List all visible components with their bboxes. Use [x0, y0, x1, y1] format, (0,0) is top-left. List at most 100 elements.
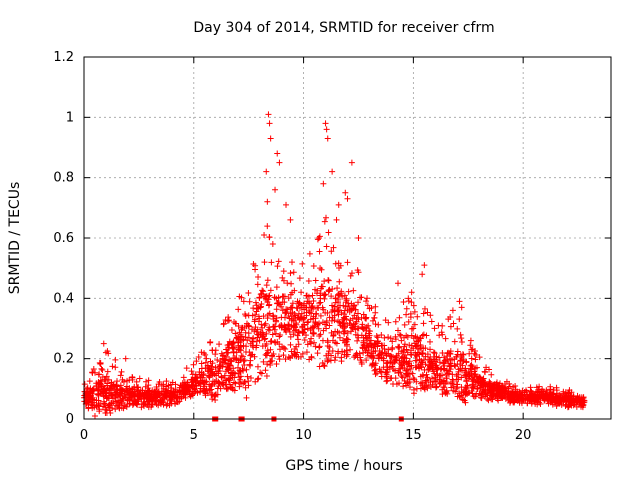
data-point — [419, 349, 426, 356]
data-point — [288, 316, 295, 323]
data-point — [363, 344, 370, 351]
data-point — [439, 350, 446, 357]
data-point — [237, 342, 244, 349]
data-point — [330, 332, 337, 339]
data-point — [263, 340, 270, 347]
data-point — [273, 306, 280, 313]
data-point — [479, 389, 486, 396]
data-point — [410, 390, 417, 397]
data-point — [325, 288, 332, 295]
data-point — [319, 359, 326, 366]
data-point — [300, 329, 307, 336]
data-point — [363, 334, 370, 341]
data-point — [398, 348, 405, 355]
data-point — [103, 373, 110, 380]
data-point — [250, 305, 257, 312]
data-point — [461, 372, 468, 379]
data-point — [458, 304, 465, 311]
y-tick-label: 0.6 — [53, 231, 74, 246]
data-point — [192, 378, 199, 385]
data-point — [506, 383, 513, 390]
data-point — [497, 386, 504, 393]
data-point — [344, 259, 351, 266]
data-point — [145, 377, 152, 384]
data-point — [510, 399, 517, 406]
data-point — [352, 306, 359, 313]
data-point — [433, 362, 440, 369]
data-point — [572, 395, 579, 402]
data-point — [438, 365, 445, 372]
data-point — [84, 384, 91, 391]
data-point — [220, 359, 227, 366]
data-point — [341, 307, 348, 314]
data-point — [301, 306, 308, 313]
data-point — [328, 317, 335, 324]
data-point — [526, 397, 533, 404]
data-point — [354, 325, 361, 332]
data-point — [243, 394, 250, 401]
data-point — [209, 396, 216, 403]
data-point — [476, 354, 483, 361]
data-point — [217, 385, 224, 392]
data-point — [487, 388, 494, 395]
data-point — [493, 382, 500, 389]
data-point — [382, 369, 389, 376]
data-point — [259, 343, 266, 350]
data-point — [283, 201, 290, 208]
data-point — [211, 371, 218, 378]
data-point — [101, 400, 108, 407]
y-tick-label: 1 — [66, 110, 74, 125]
data-point — [237, 336, 244, 343]
data-point — [323, 243, 330, 250]
data-point — [314, 321, 321, 328]
data-point — [457, 331, 464, 338]
data-point — [298, 315, 305, 322]
data-point — [323, 214, 329, 221]
data-point — [536, 399, 543, 406]
data-point — [117, 382, 124, 389]
data-point — [252, 299, 259, 306]
x-axis-label: GPS time / hours — [285, 458, 402, 474]
data-point — [363, 327, 370, 334]
data-point — [264, 277, 271, 284]
data-point — [321, 278, 328, 285]
data-point — [209, 381, 216, 388]
data-point — [424, 309, 431, 316]
data-point — [474, 385, 481, 392]
data-point — [414, 334, 421, 341]
data-point — [256, 337, 263, 344]
data-point — [108, 392, 115, 399]
data-point — [408, 342, 415, 349]
data-point — [338, 354, 345, 361]
data-point — [401, 321, 408, 328]
data-point — [387, 335, 394, 342]
data-point — [315, 235, 322, 241]
data-point — [372, 321, 379, 328]
data-point — [280, 277, 287, 284]
data-point — [478, 379, 485, 386]
data-point — [178, 388, 185, 395]
data-point — [419, 271, 426, 278]
data-point — [139, 387, 146, 394]
data-point — [294, 298, 301, 305]
data-point — [316, 344, 323, 351]
data-point — [408, 299, 415, 306]
data-point — [270, 313, 277, 320]
data-point — [447, 348, 454, 355]
data-point — [184, 379, 191, 386]
data-point — [187, 383, 194, 390]
data-point — [240, 380, 247, 387]
data-point — [195, 353, 202, 360]
data-point — [350, 321, 357, 328]
data-point — [396, 314, 403, 321]
x-tick-label: 0 — [80, 428, 88, 443]
data-point — [329, 286, 336, 293]
data-point — [230, 349, 237, 356]
data-point — [306, 309, 313, 316]
data-point — [223, 363, 230, 370]
data-point — [378, 332, 385, 339]
data-point — [342, 189, 349, 196]
data-point — [531, 392, 538, 399]
data-point — [381, 342, 388, 349]
data-point — [206, 373, 213, 380]
